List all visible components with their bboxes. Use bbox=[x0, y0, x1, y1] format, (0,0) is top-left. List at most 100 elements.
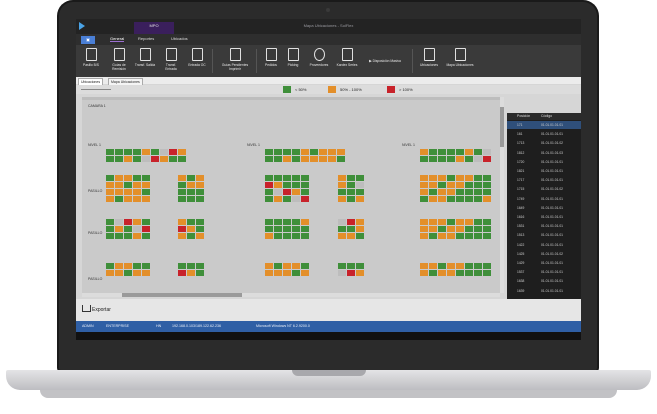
location-cell[interactable] bbox=[474, 175, 482, 181]
location-cell[interactable] bbox=[438, 233, 446, 239]
tab-general[interactable]: General bbox=[110, 36, 125, 42]
location-cell[interactable] bbox=[283, 270, 291, 276]
location-cell[interactable] bbox=[356, 175, 364, 181]
location-cell[interactable] bbox=[151, 156, 159, 162]
location-cell[interactable] bbox=[301, 182, 309, 188]
location-cell[interactable] bbox=[106, 149, 114, 155]
location-cell[interactable] bbox=[283, 196, 291, 202]
location-cell[interactable] bbox=[447, 196, 455, 202]
location-cell[interactable] bbox=[124, 226, 132, 232]
location-cell[interactable] bbox=[124, 196, 132, 202]
location-cell[interactable] bbox=[420, 196, 428, 202]
zoom-slider[interactable] bbox=[81, 89, 111, 90]
location-cell[interactable] bbox=[115, 226, 123, 232]
location-cell[interactable] bbox=[274, 156, 282, 162]
location-cell[interactable] bbox=[178, 196, 186, 202]
location-cell[interactable] bbox=[187, 233, 195, 239]
location-cell[interactable] bbox=[169, 156, 177, 162]
location-cell[interactable] bbox=[438, 175, 446, 181]
location-cell[interactable] bbox=[474, 189, 482, 195]
location-cell[interactable] bbox=[283, 156, 291, 162]
location-cell[interactable] bbox=[429, 156, 437, 162]
ribbon-btn-kardex[interactable]: Kardex Series bbox=[336, 48, 358, 76]
location-cell[interactable] bbox=[310, 149, 318, 155]
location-cell[interactable] bbox=[274, 219, 282, 225]
location-cell[interactable] bbox=[115, 263, 123, 269]
location-cell[interactable] bbox=[178, 233, 186, 239]
location-cell[interactable] bbox=[106, 182, 114, 188]
location-cell[interactable] bbox=[265, 270, 273, 276]
location-cell[interactable] bbox=[456, 263, 464, 269]
location-cell[interactable] bbox=[338, 233, 346, 239]
ribbon-btn-entrada-oc[interactable]: Entrada OC bbox=[186, 48, 208, 76]
location-cell[interactable] bbox=[292, 219, 300, 225]
location-cell[interactable] bbox=[429, 226, 437, 232]
location-cell[interactable] bbox=[115, 196, 123, 202]
location-cell[interactable] bbox=[196, 233, 204, 239]
location-cell[interactable] bbox=[292, 226, 300, 232]
location-cell[interactable] bbox=[133, 156, 141, 162]
location-cell[interactable] bbox=[187, 263, 195, 269]
location-cell[interactable] bbox=[187, 226, 195, 232]
location-cell[interactable] bbox=[178, 182, 186, 188]
location-cell[interactable] bbox=[115, 270, 123, 276]
location-cell[interactable] bbox=[106, 196, 114, 202]
location-cell[interactable] bbox=[438, 263, 446, 269]
location-cell[interactable] bbox=[447, 233, 455, 239]
location-cell[interactable] bbox=[142, 263, 150, 269]
location-cell[interactable] bbox=[456, 156, 464, 162]
location-cell[interactable] bbox=[178, 156, 186, 162]
location-cell[interactable] bbox=[196, 196, 204, 202]
location-cell[interactable] bbox=[456, 196, 464, 202]
location-cell[interactable] bbox=[124, 182, 132, 188]
map-horizontal-scrollbar[interactable] bbox=[82, 293, 500, 297]
location-cell[interactable] bbox=[142, 226, 150, 232]
tab-reportes[interactable]: Reportes bbox=[138, 36, 155, 41]
location-cell[interactable] bbox=[187, 196, 195, 202]
location-cell[interactable] bbox=[356, 270, 364, 276]
location-cell[interactable] bbox=[465, 196, 473, 202]
location-cell[interactable] bbox=[124, 270, 132, 276]
location-cell[interactable] bbox=[447, 189, 455, 195]
location-cell[interactable] bbox=[292, 263, 300, 269]
location-cell[interactable] bbox=[356, 263, 364, 269]
location-cell[interactable] bbox=[429, 219, 437, 225]
location-cell[interactable] bbox=[292, 196, 300, 202]
ribbon-btn-pasillo[interactable]: Pasillo B/S bbox=[80, 48, 102, 76]
location-cell[interactable] bbox=[347, 219, 355, 225]
location-cell[interactable] bbox=[283, 219, 291, 225]
location-cell[interactable] bbox=[447, 149, 455, 155]
location-cell[interactable] bbox=[106, 156, 114, 162]
ribbon-btn-guias-pendientes[interactable]: Guías Pendientes Imprimir bbox=[218, 48, 252, 76]
location-cell[interactable] bbox=[420, 226, 428, 232]
location-cell[interactable] bbox=[283, 175, 291, 181]
location-cell[interactable] bbox=[447, 226, 455, 232]
location-cell[interactable] bbox=[274, 189, 282, 195]
doctab-ubicaciones[interactable]: Ubicaciones bbox=[78, 78, 104, 85]
location-cell[interactable] bbox=[429, 189, 437, 195]
location-cell[interactable] bbox=[347, 233, 355, 239]
location-cell[interactable] bbox=[124, 263, 132, 269]
location-cell[interactable] bbox=[338, 182, 346, 188]
ribbon-btn-transf-entrada[interactable]: Transf. Entrada bbox=[160, 48, 182, 76]
location-cell[interactable] bbox=[106, 233, 114, 239]
location-cell[interactable] bbox=[474, 270, 482, 276]
location-cell[interactable] bbox=[301, 156, 309, 162]
location-cell[interactable] bbox=[187, 219, 195, 225]
map-vertical-scrollbar[interactable] bbox=[500, 97, 504, 293]
location-cell[interactable] bbox=[301, 226, 309, 232]
location-cell[interactable] bbox=[265, 156, 273, 162]
location-cell[interactable] bbox=[456, 149, 464, 155]
location-cell[interactable] bbox=[106, 219, 114, 225]
location-cell[interactable] bbox=[187, 175, 195, 181]
location-cell[interactable] bbox=[347, 182, 355, 188]
location-cell[interactable] bbox=[347, 270, 355, 276]
location-cell[interactable] bbox=[151, 149, 159, 155]
location-cell[interactable] bbox=[178, 226, 186, 232]
location-cell[interactable] bbox=[483, 175, 491, 181]
location-cell[interactable] bbox=[429, 149, 437, 155]
location-cell[interactable] bbox=[196, 263, 204, 269]
location-cell[interactable] bbox=[115, 182, 123, 188]
location-cell[interactable] bbox=[356, 226, 364, 232]
location-cell[interactable] bbox=[265, 233, 273, 239]
